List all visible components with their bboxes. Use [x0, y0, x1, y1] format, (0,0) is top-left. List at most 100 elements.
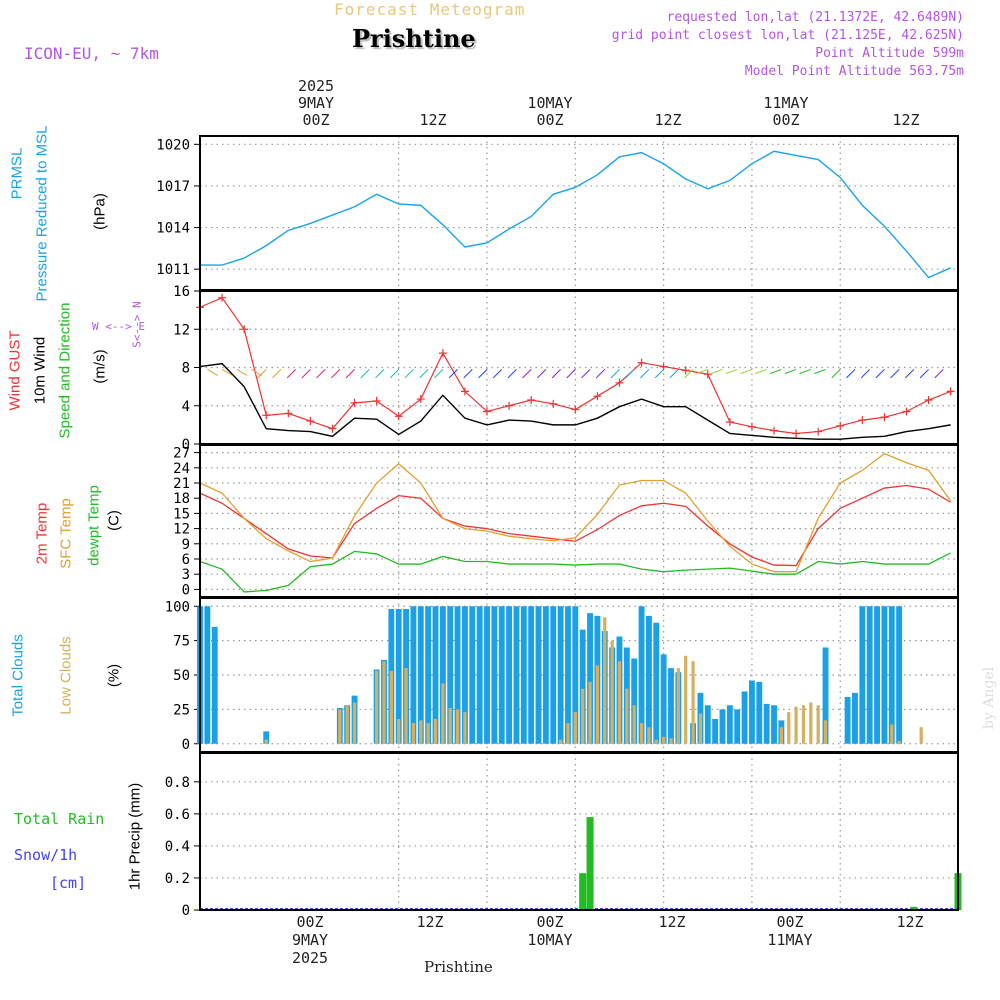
gust-marker — [328, 424, 337, 433]
total-cloud-bar — [822, 647, 829, 744]
location-title: Prishtine — [352, 24, 476, 53]
wind-direction-arrow — [257, 369, 267, 379]
total-cloud-bar — [866, 606, 873, 744]
total-cloud-bar — [484, 606, 490, 744]
total-cloud-bar — [263, 731, 270, 744]
wind-direction-arrow — [404, 369, 414, 379]
low-cloud-bar — [382, 661, 386, 744]
total-cloud-bar — [513, 606, 520, 744]
wind-direction-arrow — [684, 369, 694, 379]
low-cloud-bar — [698, 713, 703, 744]
y-tick-label: 6 — [182, 552, 190, 568]
wind-direction-arrow — [566, 369, 576, 379]
bottom-day2-label: 10MAY — [527, 931, 573, 949]
total-cloud-bar — [668, 668, 674, 744]
temp-line — [199, 484, 951, 567]
y-tick-label: 0.6 — [165, 807, 190, 823]
gust-marker — [770, 426, 779, 435]
requested-coords: requested lon,lat (21.1372E, 42.6489N) — [666, 10, 964, 25]
wind-direction-arrow — [595, 369, 606, 379]
top-day2-12z: 12Z — [654, 111, 682, 129]
gust-marker — [571, 405, 580, 414]
total-cloud-bar — [535, 606, 542, 744]
wind-direction-arrow — [610, 369, 620, 379]
gust-marker — [615, 378, 624, 387]
low-cloud-bar — [411, 723, 416, 744]
low-cloud-bar — [919, 727, 923, 744]
gust-marker — [880, 413, 889, 422]
precip-bar — [579, 873, 587, 910]
low-cloud-bar — [573, 712, 577, 744]
wind-direction-arrow — [814, 368, 826, 374]
y-tick-label: 0 — [182, 582, 190, 598]
low-cloud-bar — [352, 702, 357, 744]
wind-direction-arrow — [740, 368, 753, 374]
gust-marker — [593, 392, 602, 401]
wind-direction-arrow — [419, 369, 429, 379]
wind-direction-arrow — [272, 369, 282, 379]
y-tick-label: 27 — [173, 446, 190, 462]
y-tick-label: 3 — [182, 567, 190, 583]
bottom-day3-12z: 12Z — [896, 913, 924, 931]
low-cloud-bar — [595, 665, 600, 744]
total-cloud-bar — [410, 606, 417, 744]
low-cloud-bar — [662, 736, 666, 744]
wind-direction-arrow — [448, 369, 458, 379]
total-cloud-bar — [542, 606, 549, 744]
low-cloud-bar — [397, 719, 401, 744]
total-cloud-bar — [734, 709, 741, 744]
bottom-day2-00z: 00Z — [536, 913, 564, 931]
low-cloud-bar — [890, 724, 894, 744]
temp-line — [199, 452, 952, 573]
gust-marker — [394, 412, 403, 421]
wind-direction-arrow — [330, 369, 341, 379]
low-cloud-bar — [419, 720, 423, 744]
total-cloud-bar — [638, 606, 645, 744]
y-tick-label: 1017 — [156, 179, 190, 195]
wind-direction-arrow — [581, 369, 591, 379]
total-cloud-bar — [653, 622, 660, 744]
wind-direction-arrow — [711, 368, 723, 374]
wind-direction-arrow — [478, 369, 488, 379]
low-cloud-bar — [441, 683, 445, 744]
panel-frame — [199, 135, 959, 291]
y-tick-label: 0 — [182, 437, 190, 453]
y-tick-label: 0.2 — [165, 871, 190, 887]
gust-marker — [350, 398, 359, 407]
y-tick-label: 0.8 — [165, 775, 190, 791]
top-day2-label: 10MAY — [527, 94, 573, 112]
gust-marker — [703, 370, 712, 379]
pressure-line — [200, 150, 951, 279]
model-altitude: Model Point Altitude 563.75m — [744, 64, 964, 79]
low-cloud-bar — [794, 706, 798, 744]
low-cloud-bar — [617, 661, 622, 744]
gust-marker — [483, 407, 492, 416]
top-day1-12z: 12Z — [419, 111, 447, 129]
total-cloud-bar — [719, 709, 726, 744]
wind-direction-arrow — [799, 368, 811, 374]
wind-direction-arrow — [360, 369, 370, 379]
total-cloud-bar — [491, 606, 498, 744]
forecast-meteogram-title: Forecast Meteogram — [334, 0, 526, 19]
top-day1-00z: 00Z — [302, 111, 330, 129]
total-cloud-bar — [498, 606, 505, 744]
y-tick-label: 0 — [182, 903, 190, 919]
wind-direction-arrow — [236, 368, 248, 376]
wind10-line — [199, 362, 951, 440]
wind-direction-arrow — [522, 369, 532, 379]
total-cloud-bar — [417, 606, 424, 744]
total-cloud-bar — [469, 606, 476, 744]
total-cloud-bar — [763, 703, 770, 744]
wind-direction-arrow — [207, 368, 219, 376]
total-cloud-bar — [660, 654, 667, 744]
gust-marker — [549, 399, 558, 408]
bottom-day1-label: 9MAY — [291, 931, 329, 949]
top-day2-00z: 00Z — [536, 111, 564, 129]
low-cloud-bar — [463, 712, 467, 744]
y-tick-label: 50 — [173, 668, 190, 684]
low-cloud-bar — [603, 617, 607, 744]
wind-direction-arrow — [905, 369, 915, 379]
temp-line — [199, 550, 951, 593]
wind-direction-arrow — [755, 368, 767, 374]
